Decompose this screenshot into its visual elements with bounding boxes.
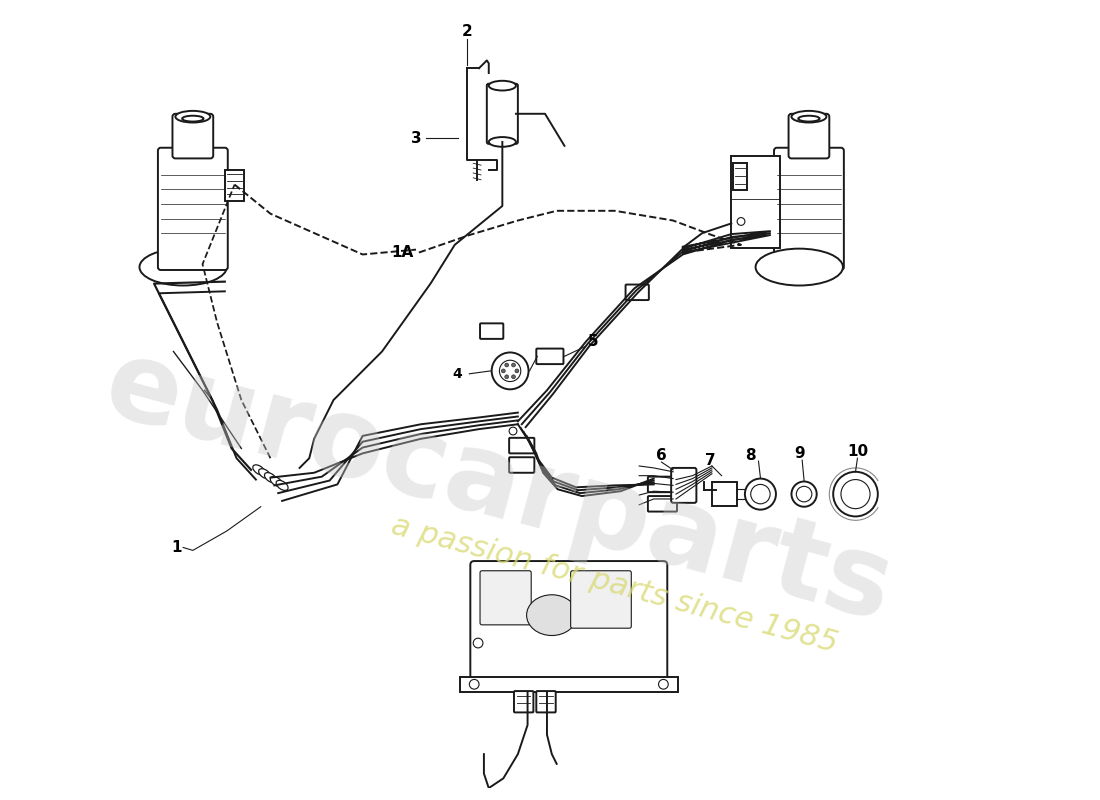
Text: 2: 2: [462, 24, 473, 39]
Circle shape: [512, 363, 516, 367]
Text: a passion for parts since 1985: a passion for parts since 1985: [388, 510, 842, 658]
Circle shape: [792, 482, 816, 506]
Circle shape: [833, 472, 878, 517]
Ellipse shape: [183, 116, 204, 122]
Circle shape: [505, 375, 508, 378]
Text: eurocarparts: eurocarparts: [94, 331, 903, 644]
Ellipse shape: [264, 473, 276, 482]
Bar: [732, 155, 780, 248]
FancyBboxPatch shape: [509, 438, 535, 454]
Circle shape: [499, 360, 520, 382]
Circle shape: [505, 363, 508, 367]
FancyBboxPatch shape: [158, 148, 228, 270]
Circle shape: [492, 353, 528, 390]
FancyBboxPatch shape: [537, 349, 563, 364]
FancyBboxPatch shape: [774, 148, 844, 270]
Text: 7: 7: [705, 453, 715, 468]
Ellipse shape: [253, 465, 265, 475]
Bar: [224, 170, 244, 201]
Circle shape: [473, 638, 483, 648]
Ellipse shape: [756, 249, 843, 286]
Text: 8: 8: [746, 448, 756, 463]
Text: 4: 4: [453, 367, 463, 381]
FancyBboxPatch shape: [648, 496, 676, 511]
FancyBboxPatch shape: [789, 114, 829, 158]
Text: 1A: 1A: [392, 245, 414, 260]
FancyBboxPatch shape: [648, 477, 676, 492]
Text: 3: 3: [410, 130, 421, 146]
FancyBboxPatch shape: [173, 114, 213, 158]
FancyBboxPatch shape: [626, 285, 649, 300]
Circle shape: [515, 369, 519, 373]
FancyBboxPatch shape: [509, 458, 535, 473]
Circle shape: [659, 679, 669, 689]
FancyBboxPatch shape: [537, 691, 556, 713]
Text: 6: 6: [656, 448, 667, 463]
Bar: [460, 677, 678, 692]
FancyBboxPatch shape: [480, 323, 504, 339]
FancyBboxPatch shape: [514, 691, 534, 713]
FancyBboxPatch shape: [571, 570, 631, 628]
Circle shape: [745, 478, 776, 510]
Ellipse shape: [175, 111, 210, 122]
Text: 1: 1: [172, 540, 182, 555]
FancyBboxPatch shape: [671, 468, 696, 503]
Ellipse shape: [527, 594, 578, 635]
Bar: [712, 482, 737, 506]
Circle shape: [502, 369, 505, 373]
Text: 9: 9: [794, 446, 804, 461]
Circle shape: [512, 375, 516, 378]
Text: 10: 10: [847, 444, 868, 459]
Ellipse shape: [271, 477, 283, 486]
Ellipse shape: [799, 116, 820, 122]
Circle shape: [750, 485, 770, 504]
Circle shape: [509, 427, 517, 435]
FancyBboxPatch shape: [471, 561, 668, 680]
Circle shape: [796, 486, 812, 502]
Circle shape: [470, 679, 480, 689]
Ellipse shape: [276, 480, 288, 490]
Circle shape: [842, 479, 870, 509]
FancyBboxPatch shape: [480, 570, 531, 625]
Ellipse shape: [488, 137, 516, 146]
Circle shape: [737, 218, 745, 226]
Ellipse shape: [792, 111, 826, 122]
Ellipse shape: [488, 81, 516, 90]
FancyBboxPatch shape: [487, 84, 518, 144]
Ellipse shape: [140, 249, 227, 286]
Ellipse shape: [258, 469, 271, 478]
Text: 5: 5: [587, 334, 598, 350]
Bar: [734, 163, 747, 190]
